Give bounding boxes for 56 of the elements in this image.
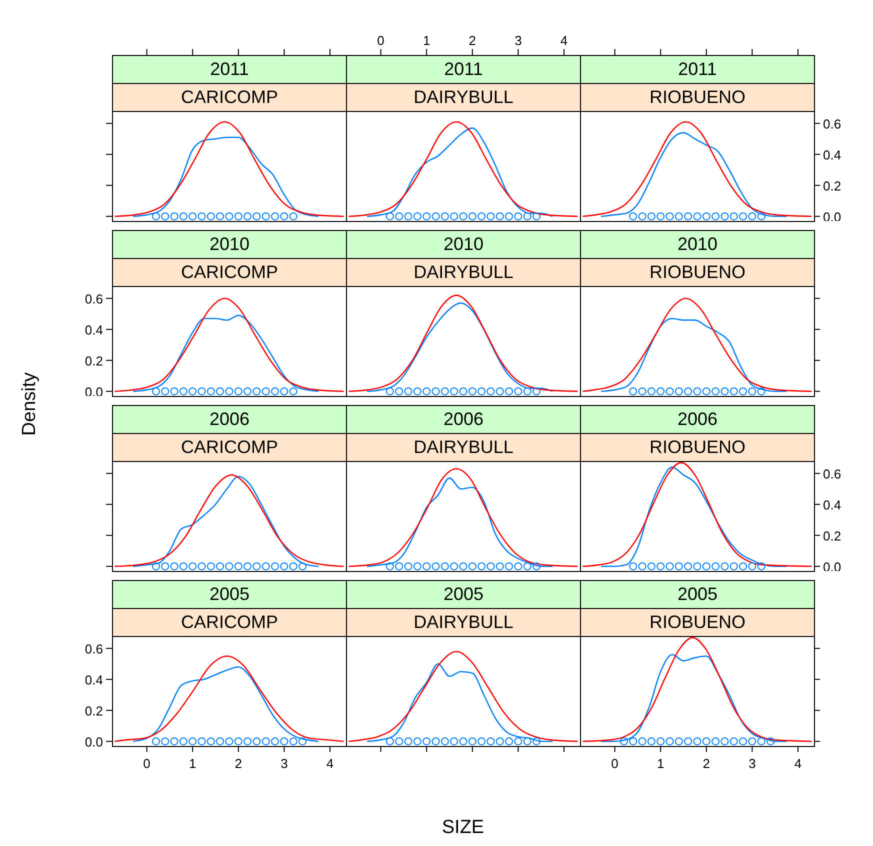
y-tick-label: 0.6 xyxy=(84,641,103,656)
y-tick-label: 0.6 xyxy=(823,466,842,482)
chart-subtitle: DAIRYBULL xyxy=(346,608,581,637)
x-tick-label: 4 xyxy=(560,33,568,48)
chart-subtitle: CARICOMP xyxy=(112,258,347,287)
chart-subtitle: RIOBUENO xyxy=(580,258,815,287)
y-tick-label: 0.2 xyxy=(823,178,842,194)
chart-subtitle: RIOBUENO xyxy=(580,83,815,112)
chart-title: 2011 xyxy=(346,55,581,84)
chart-subtitle: DAIRYBULL xyxy=(346,83,581,112)
chart-subtitle: CARICOMP xyxy=(112,433,347,462)
y-tick-label: 0.4 xyxy=(84,672,103,688)
y-tick-label: 0.2 xyxy=(823,528,842,544)
x-tick-label: 2 xyxy=(468,33,476,48)
chart-subtitle: CARICOMP xyxy=(112,83,347,112)
chart-title: 2005 xyxy=(346,580,581,609)
chart-title: 2006 xyxy=(112,405,347,434)
chart-title: 2010 xyxy=(346,230,581,259)
chart-subtitle: RIOBUENO xyxy=(580,433,815,462)
chart-title: 2010 xyxy=(112,230,347,259)
chart-title: 2005 xyxy=(580,580,815,609)
y-tick-label: 0.2 xyxy=(84,703,103,718)
x-tick-label: 0 xyxy=(377,33,384,48)
chart-subtitle: CARICOMP xyxy=(112,608,347,637)
x-tick-label: 3 xyxy=(514,33,522,48)
y-tick-label: 0.6 xyxy=(84,291,103,306)
line-series xyxy=(114,298,344,392)
x-tick-label: 1 xyxy=(422,33,430,48)
y-tick-label: 0.4 xyxy=(823,497,842,512)
x-tick-label: 0 xyxy=(143,756,150,771)
chart-title: 2006 xyxy=(346,405,581,434)
y-tick-label: 0.2 xyxy=(84,353,103,368)
chart-title: 2011 xyxy=(580,55,815,84)
y-tick-label: 0.4 xyxy=(84,322,103,338)
x-tick-label: 3 xyxy=(280,756,288,771)
y-tick-label: 0.6 xyxy=(823,116,842,132)
chart-title: 2011 xyxy=(112,55,347,84)
x-tick-label: 2 xyxy=(702,756,710,771)
line-series xyxy=(114,655,344,742)
x-tick-label: 1 xyxy=(188,756,196,771)
x-tick-label: 4 xyxy=(326,756,334,771)
x-axis-title: SIZE xyxy=(440,817,486,839)
chart-title: 2005 xyxy=(112,580,347,609)
x-tick-label: 0 xyxy=(611,756,618,771)
y-tick-label: 0.0 xyxy=(84,734,103,750)
x-tick-label: 4 xyxy=(794,756,802,771)
y-axis-title: Density xyxy=(19,371,41,438)
x-tick-label: 1 xyxy=(656,756,664,771)
chart-subtitle: RIOBUENO xyxy=(580,608,815,637)
chart-subtitle: DAIRYBULL xyxy=(346,433,581,462)
chart-title: 2010 xyxy=(580,230,815,259)
x-tick-label: 3 xyxy=(748,756,756,771)
x-tick-label: 2 xyxy=(234,756,242,771)
y-tick-label: 0.4 xyxy=(823,147,842,162)
chart-title: 2006 xyxy=(580,405,815,434)
chart-subtitle: DAIRYBULL xyxy=(346,258,581,287)
